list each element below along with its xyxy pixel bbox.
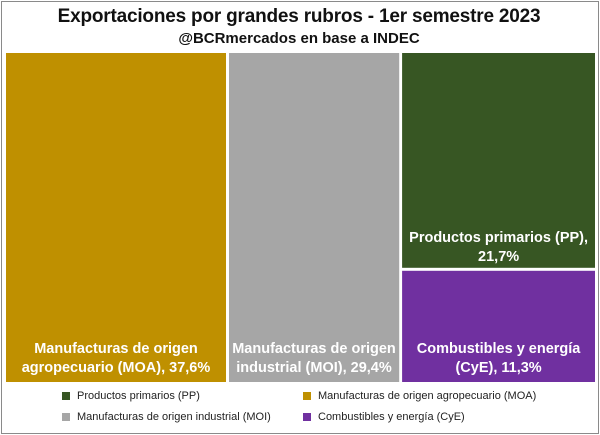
- legend-swatch-cye: [303, 413, 311, 421]
- legend-item-pp: Productos primarios (PP): [62, 390, 200, 402]
- treemap-block-pp: [402, 53, 595, 268]
- chart-title: Exportaciones por grandes rubros - 1er s…: [57, 6, 541, 27]
- treemap-label-cye-line-2: (CyE), 11,3%: [455, 360, 541, 376]
- treemap-label-cye-line-1: Combustibles y energía: [417, 341, 582, 357]
- legend-swatch-moi: [62, 413, 70, 421]
- legend-label-pp: Productos primarios (PP): [77, 390, 200, 402]
- legend-label-moi: Manufacturas de origen industrial (MOI): [77, 411, 271, 423]
- legend-item-moa: Manufacturas de origen agropecuario (MOA…: [303, 390, 536, 402]
- treemap-block-moa: [6, 53, 226, 382]
- treemap-label-moi-line-1: Manufacturas de origen: [232, 341, 396, 357]
- treemap-block-moi: [229, 53, 400, 382]
- legend-item-moi: Manufacturas de origen industrial (MOI): [62, 411, 271, 423]
- chart-subtitle: @BCRmercados en base a INDEC: [178, 30, 420, 47]
- legend-swatch-pp: [62, 392, 70, 400]
- treemap-block-cye: [402, 270, 595, 382]
- treemap-label-moa-line-2: agropecuario (MOA), 37,6%: [22, 360, 211, 376]
- legend-label-cye: Combustibles y energía (CyE): [318, 411, 465, 423]
- treemap-label-moi-line-2: industrial (MOI), 29,4%: [236, 360, 392, 376]
- legend-item-cye: Combustibles y energía (CyE): [303, 411, 465, 423]
- treemap-label-moa-line-1: Manufacturas de origen: [34, 341, 198, 357]
- treemap-label-pp-line-1: Productos primarios (PP),: [409, 230, 588, 246]
- treemap-label-pp-line-2: 21,7%: [478, 249, 519, 265]
- legend-label-moa: Manufacturas de origen agropecuario (MOA…: [318, 390, 537, 402]
- legend-swatch-moa: [303, 392, 311, 400]
